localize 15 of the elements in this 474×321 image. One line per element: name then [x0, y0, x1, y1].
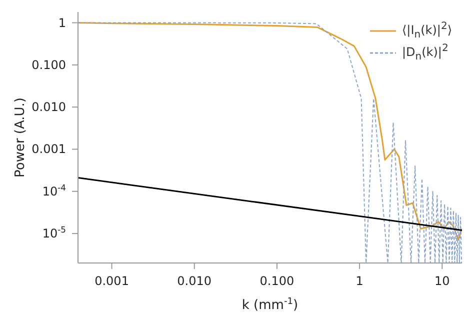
y-axis-title: Power (A.U.): [13, 97, 28, 178]
x-tick-label: 0.001: [94, 274, 129, 288]
legend-label: |D$_{n}$(k)|$^{2}$: [402, 43, 448, 63]
y-tick-label: 10$^{-5}$: [42, 224, 66, 241]
x-tick-label: 10: [434, 274, 450, 288]
x-tick-label: 1: [356, 274, 364, 288]
legend-label: ⟨|I$_{n}$(k)|$^{2}$⟩: [402, 21, 452, 40]
x-tick-label: 0.010: [177, 274, 212, 288]
y-tick-label: 0.010: [32, 100, 66, 114]
y-tick-label: 0.001: [32, 142, 66, 156]
x-axis-title: k (mm$^{-1}$): [242, 297, 298, 313]
x-tick-label: 0.100: [260, 274, 294, 288]
y-tick-label: 1: [58, 16, 66, 30]
y-tick-label: 0.100: [32, 58, 66, 72]
y-tick-label: 10$^{-4}$: [42, 182, 66, 198]
